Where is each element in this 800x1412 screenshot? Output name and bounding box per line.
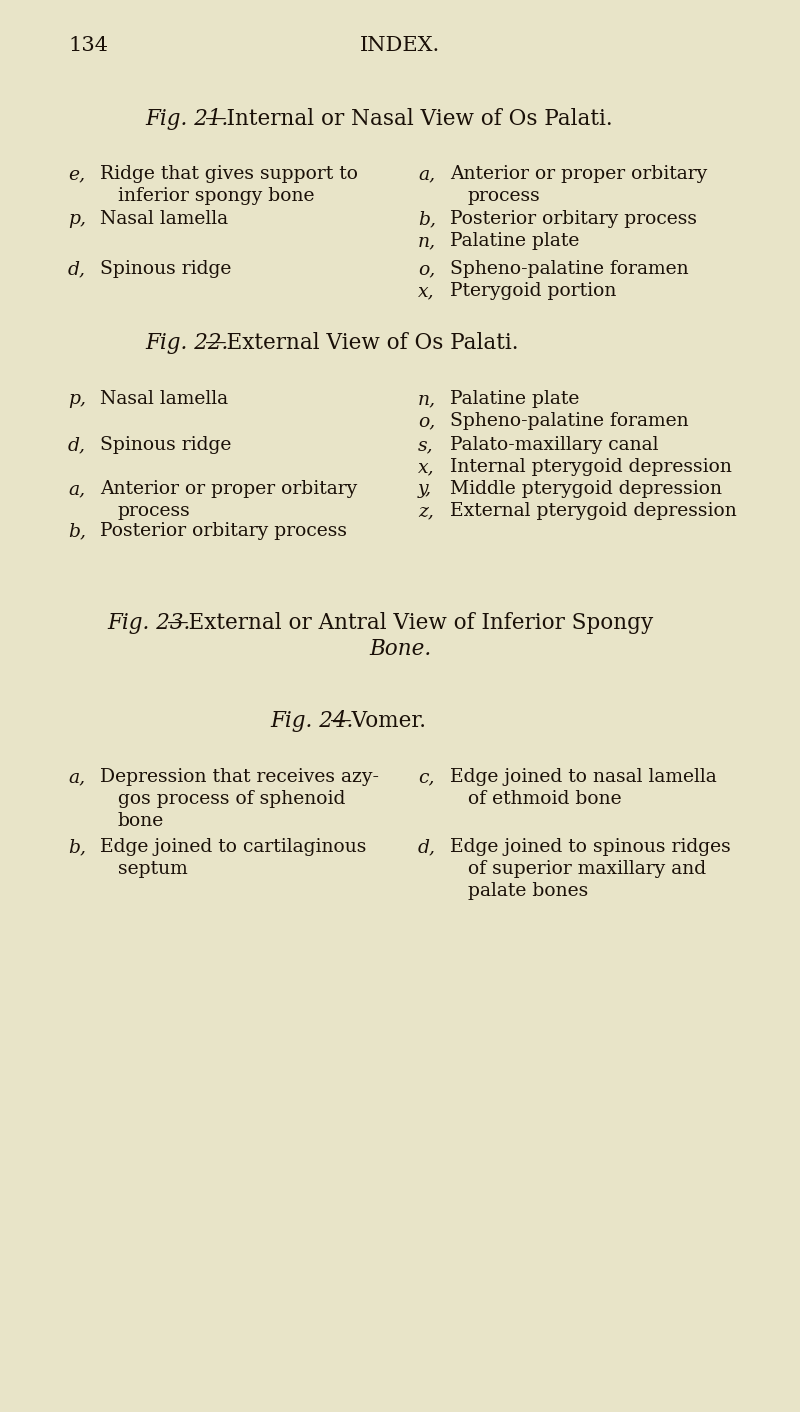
Text: o,: o,	[418, 260, 435, 278]
Text: Depression that receives azy-: Depression that receives azy-	[100, 768, 379, 786]
Text: b,: b,	[68, 522, 86, 539]
Text: Nasal lamella: Nasal lamella	[100, 210, 228, 227]
Text: a,: a,	[68, 768, 85, 786]
Text: Palato-maxillary canal: Palato-maxillary canal	[450, 436, 658, 455]
Text: Posterior orbitary process: Posterior orbitary process	[450, 210, 697, 227]
Text: a,: a,	[68, 480, 85, 498]
Text: b,: b,	[68, 837, 86, 856]
Text: Posterior orbitary process: Posterior orbitary process	[100, 522, 347, 539]
Text: Nasal lamella: Nasal lamella	[100, 390, 228, 408]
Text: —Internal or Nasal View of Os Palati.: —Internal or Nasal View of Os Palati.	[205, 107, 613, 130]
Text: Spinous ridge: Spinous ridge	[100, 260, 231, 278]
Text: Fig. 22.: Fig. 22.	[145, 332, 228, 354]
Text: Fig. 21.: Fig. 21.	[145, 107, 228, 130]
Text: septum: septum	[118, 860, 188, 878]
Text: process: process	[118, 503, 190, 520]
Text: Anterior or proper orbitary: Anterior or proper orbitary	[100, 480, 358, 498]
Text: Bone.: Bone.	[369, 638, 431, 659]
Text: n,: n,	[418, 390, 436, 408]
Text: Edge joined to spinous ridges: Edge joined to spinous ridges	[450, 837, 730, 856]
Text: x,: x,	[418, 282, 434, 299]
Text: b,: b,	[418, 210, 436, 227]
Text: Anterior or proper orbitary: Anterior or proper orbitary	[450, 165, 707, 184]
Text: d,: d,	[418, 837, 436, 856]
Text: bone: bone	[118, 812, 164, 830]
Text: Spheno-palatine foramen: Spheno-palatine foramen	[450, 260, 689, 278]
Text: y,: y,	[418, 480, 432, 498]
Text: n,: n,	[418, 232, 436, 250]
Text: c,: c,	[418, 768, 434, 786]
Text: INDEX.: INDEX.	[360, 35, 440, 55]
Text: inferior spongy bone: inferior spongy bone	[118, 186, 314, 205]
Text: o,: o,	[418, 412, 435, 431]
Text: External pterygoid depression: External pterygoid depression	[450, 503, 737, 520]
Text: Internal pterygoid depression: Internal pterygoid depression	[450, 457, 732, 476]
Text: Edge joined to nasal lamella: Edge joined to nasal lamella	[450, 768, 717, 786]
Text: Spheno-palatine foramen: Spheno-palatine foramen	[450, 412, 689, 431]
Text: process: process	[468, 186, 541, 205]
Text: —External or Antral View of Inferior Spongy: —External or Antral View of Inferior Spo…	[167, 611, 654, 634]
Text: Palatine plate: Palatine plate	[450, 232, 579, 250]
Text: a,: a,	[418, 165, 435, 184]
Text: s,: s,	[418, 436, 434, 455]
Text: Ridge that gives support to: Ridge that gives support to	[100, 165, 358, 184]
Text: —Vomer.: —Vomer.	[330, 710, 426, 731]
Text: z,: z,	[418, 503, 434, 520]
Text: Spinous ridge: Spinous ridge	[100, 436, 231, 455]
Text: Palatine plate: Palatine plate	[450, 390, 579, 408]
Text: Edge joined to cartilaginous: Edge joined to cartilaginous	[100, 837, 366, 856]
Text: Fig. 23.: Fig. 23.	[107, 611, 190, 634]
Text: —External View of Os Palati.: —External View of Os Palati.	[205, 332, 518, 354]
Text: palate bones: palate bones	[468, 882, 588, 899]
Text: e,: e,	[68, 165, 85, 184]
Text: x,: x,	[418, 457, 434, 476]
Text: gos process of sphenoid: gos process of sphenoid	[118, 789, 346, 808]
Text: d,: d,	[68, 260, 86, 278]
Text: of superior maxillary and: of superior maxillary and	[468, 860, 706, 878]
Text: d,: d,	[68, 436, 86, 455]
Text: Fig. 24.: Fig. 24.	[270, 710, 354, 731]
Text: of ethmoid bone: of ethmoid bone	[468, 789, 622, 808]
Text: Pterygoid portion: Pterygoid portion	[450, 282, 616, 299]
Text: 134: 134	[68, 35, 108, 55]
Text: Middle pterygoid depression: Middle pterygoid depression	[450, 480, 722, 498]
Text: p,: p,	[68, 210, 86, 227]
Text: p,: p,	[68, 390, 86, 408]
